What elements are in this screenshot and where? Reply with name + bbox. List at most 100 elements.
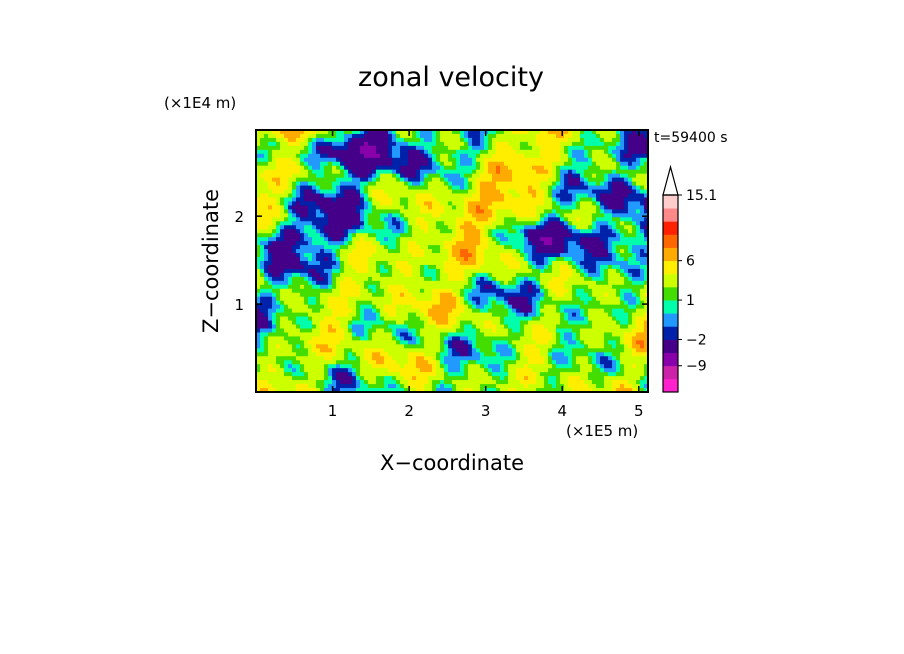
heatmap-cell (392, 141, 397, 147)
heatmap-cell (632, 221, 637, 226)
heatmap-cell (528, 173, 533, 179)
heatmap-cell (488, 189, 493, 195)
heatmap-cell (532, 288, 537, 294)
heatmap-cell (288, 312, 293, 318)
heatmap-cell (360, 181, 365, 187)
heatmap-cell (504, 197, 509, 203)
heatmap-cell (388, 316, 393, 322)
heatmap-cell (268, 300, 273, 306)
heatmap-cell (444, 280, 449, 286)
heatmap-cell (596, 161, 601, 167)
heatmap-cell (576, 316, 581, 322)
heatmap-cell (260, 257, 265, 262)
heatmap-cell (276, 276, 281, 282)
heatmap-cell (324, 189, 329, 195)
heatmap-cell (464, 145, 469, 151)
heatmap-cell (600, 300, 605, 306)
heatmap-cell (404, 153, 409, 159)
heatmap-cell (444, 161, 449, 167)
heatmap-cell (256, 233, 261, 238)
heatmap-cell (584, 181, 589, 187)
heatmap-cell (376, 185, 381, 191)
heatmap-cell (432, 264, 437, 270)
heatmap-cell (300, 257, 305, 262)
heatmap-cell (296, 221, 301, 226)
heatmap-cell (428, 209, 433, 214)
heatmap-cell (616, 288, 621, 294)
heatmap-cell (532, 205, 537, 210)
heatmap-cell (320, 253, 325, 258)
heatmap-cell (412, 276, 417, 282)
heatmap-cell (468, 161, 473, 167)
heatmap-cell (320, 209, 325, 214)
heatmap-cell (320, 177, 325, 183)
heatmap-cell (528, 284, 533, 290)
heatmap-cell (572, 257, 577, 262)
heatmap-cell (456, 241, 461, 246)
heatmap-cell (636, 161, 641, 167)
heatmap-cell (604, 272, 609, 278)
heatmap-cell (560, 157, 565, 163)
heatmap-cell (384, 261, 389, 266)
heatmap-cell (628, 253, 633, 258)
heatmap-cell (260, 161, 265, 167)
heatmap-cell (432, 197, 437, 203)
heatmap-cell (392, 213, 397, 218)
heatmap-cell (496, 312, 501, 318)
heatmap-cell (292, 304, 297, 310)
heatmap-cell (464, 229, 469, 234)
heatmap-cell (468, 225, 473, 230)
heatmap-cell (320, 153, 325, 159)
heatmap-cell (340, 157, 345, 163)
heatmap-cell (600, 225, 605, 230)
heatmap-cell (320, 237, 325, 242)
heatmap-cell (552, 308, 557, 314)
heatmap-cell (500, 185, 505, 191)
heatmap-cell (520, 292, 525, 298)
heatmap-cell (432, 185, 437, 191)
heatmap-cell (368, 177, 373, 183)
heatmap-cell (428, 169, 433, 175)
heatmap-cell (520, 217, 525, 222)
heatmap-cell (516, 193, 521, 199)
heatmap-cell (456, 217, 461, 222)
heatmap-cell (344, 145, 349, 151)
heatmap-cell (608, 257, 613, 262)
heatmap-cell (628, 237, 633, 242)
heatmap-cell (344, 264, 349, 270)
heatmap-cell (464, 197, 469, 203)
heatmap-cell (532, 264, 537, 270)
heatmap-cell (312, 197, 317, 203)
heatmap-cell (500, 261, 505, 266)
heatmap-cell (392, 225, 397, 230)
heatmap-cell (300, 165, 305, 171)
heatmap-cell (404, 328, 409, 334)
heatmap-cell (308, 284, 313, 290)
heatmap-cell (256, 169, 261, 175)
heatmap-cell (532, 300, 537, 306)
heatmap-cell (612, 225, 617, 230)
heatmap-cell (276, 197, 281, 203)
heatmap-cell (500, 165, 505, 171)
heatmap-cell (300, 197, 305, 203)
heatmap-cell (292, 189, 297, 195)
heatmap-cell (444, 316, 449, 322)
heatmap-cell (440, 245, 445, 250)
heatmap-cell (368, 221, 373, 226)
heatmap-cell (280, 193, 285, 199)
heatmap-cell (260, 292, 265, 298)
heatmap-cell (560, 229, 565, 234)
heatmap-cell (324, 197, 329, 203)
heatmap-cell (340, 296, 345, 302)
heatmap-cell (640, 197, 645, 203)
heatmap-cell (636, 217, 641, 222)
heatmap-cell (268, 328, 273, 334)
heatmap-cell (416, 229, 421, 234)
heatmap-cell (292, 272, 297, 278)
heatmap-cell (520, 268, 525, 274)
heatmap-cell (532, 209, 537, 214)
heatmap-cell (624, 245, 629, 250)
heatmap-cell (584, 253, 589, 258)
heatmap-cell (508, 264, 513, 270)
heatmap-cell (416, 324, 421, 330)
